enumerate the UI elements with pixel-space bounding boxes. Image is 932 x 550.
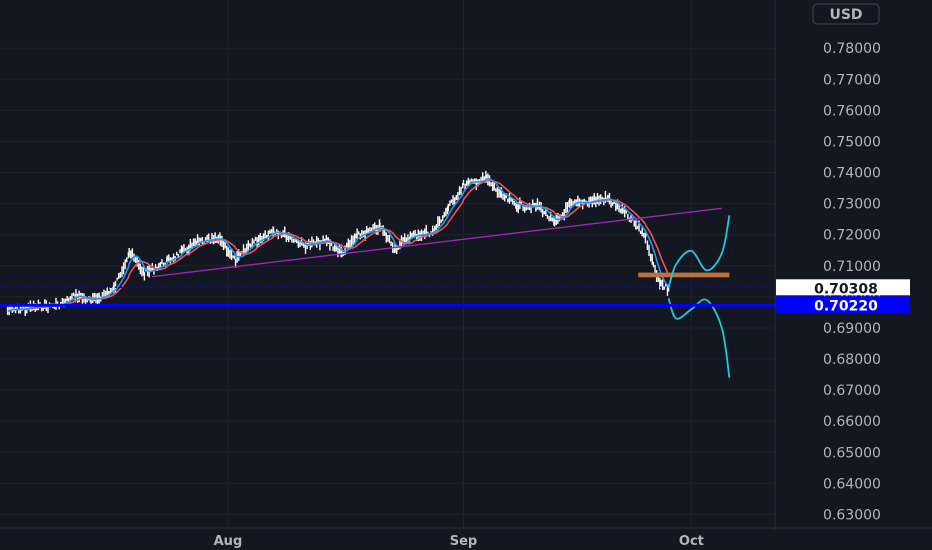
time-axis[interactable]: Aug Sep Oct bbox=[214, 534, 704, 549]
projection-up[interactable] bbox=[667, 215, 731, 288]
plot-area[interactable] bbox=[0, 170, 775, 378]
y-tick-label: 0.72000 bbox=[823, 228, 881, 244]
price-line-value: 0.70220 bbox=[814, 298, 878, 314]
y-tick-label: 0.76000 bbox=[823, 103, 881, 119]
y-tick-label: 0.68000 bbox=[823, 352, 881, 368]
x-tick-label: Sep bbox=[450, 534, 478, 549]
trendline[interactable] bbox=[151, 207, 722, 278]
y-tick-label: 0.77000 bbox=[823, 72, 881, 88]
y-tick-label: 0.63000 bbox=[823, 507, 881, 523]
price-line-badge: 0.70220 bbox=[776, 296, 910, 314]
y-tick-label: 0.71000 bbox=[823, 259, 881, 275]
projection-down[interactable] bbox=[667, 298, 731, 378]
currency-button[interactable]: USD bbox=[812, 3, 880, 25]
moving-average-slow bbox=[7, 179, 670, 312]
moving-average-fast bbox=[7, 178, 670, 312]
x-tick-label: Aug bbox=[214, 534, 243, 549]
last-price-badge: 0.70308 bbox=[776, 279, 910, 297]
y-tick-label: 0.64000 bbox=[823, 476, 881, 492]
y-tick-label: 0.75000 bbox=[823, 134, 881, 150]
y-tick-label: 0.78000 bbox=[823, 41, 881, 57]
y-tick-label: 0.69000 bbox=[823, 321, 881, 337]
currency-label: USD bbox=[829, 7, 862, 23]
y-tick-label: 0.67000 bbox=[823, 383, 881, 399]
last-price-value: 0.70308 bbox=[814, 281, 878, 297]
y-tick-label: 0.65000 bbox=[823, 445, 881, 461]
resistance-zone[interactable] bbox=[638, 272, 730, 278]
x-tick-label: Oct bbox=[679, 534, 704, 549]
y-tick-label: 0.74000 bbox=[823, 166, 881, 182]
y-tick-label: 0.66000 bbox=[823, 414, 881, 430]
grid bbox=[0, 0, 775, 530]
y-tick-label: 0.73000 bbox=[823, 197, 881, 213]
